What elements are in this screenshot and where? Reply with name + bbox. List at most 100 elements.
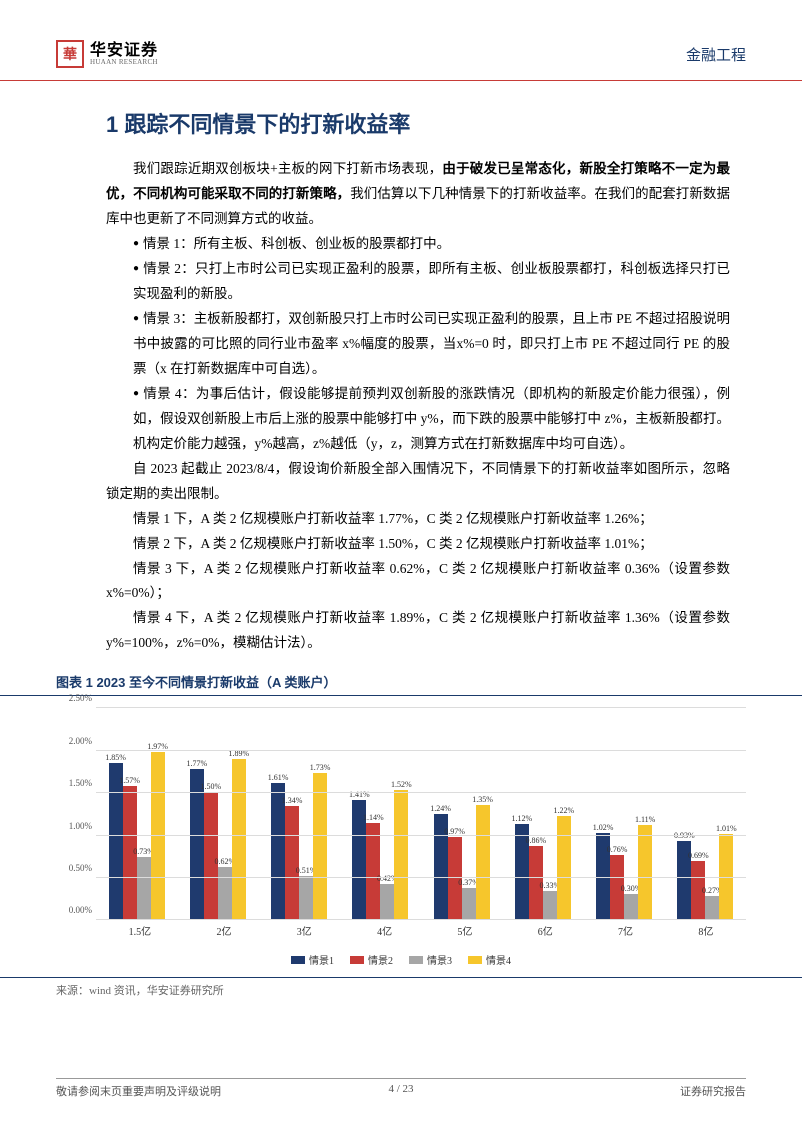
legend-label: 情景2 [368, 952, 393, 967]
gridline [96, 792, 746, 793]
bar: 0.73% [137, 857, 151, 919]
bar-value-label: 1.01% [716, 824, 737, 833]
logo-sub: HUAAN RESEARCH [90, 59, 158, 66]
x-tick-label: 6亿 [538, 923, 553, 938]
bar: 1.35% [476, 805, 490, 919]
y-axis: 0.00%0.50%1.00%1.50%2.00%2.50% [56, 708, 96, 920]
legend-label: 情景4 [486, 952, 511, 967]
x-tick-label: 2亿 [216, 923, 231, 938]
paragraph: 情景 3 下，A 类 2 亿规模账户打新收益率 0.62%，C 类 2 亿规模账… [106, 557, 730, 607]
bullet-2: ●情景 2：只打上市时公司已实现正盈利的股票，即所有主板、创业板股票都打，科创板… [106, 257, 730, 307]
x-tick-label: 3亿 [297, 923, 312, 938]
bullet-icon: ● [133, 238, 139, 249]
bullet-icon: ● [133, 313, 139, 324]
bar: 1.52% [394, 790, 408, 919]
gridline [96, 835, 746, 836]
legend-item: 情景3 [409, 952, 452, 967]
bar: 0.27% [705, 896, 719, 919]
chart-source: 来源：wind 资讯，华安证券研究所 [0, 977, 802, 1000]
gridline [96, 919, 746, 920]
chart-title: 图表 1 2023 至今不同情景打新收益（A 类账户） [0, 666, 802, 696]
bar-value-label: 1.34% [282, 796, 303, 805]
gridline [96, 707, 746, 708]
text-bold: 情景 1：所有主板、科创板、创业板的股票都打中。 [143, 236, 450, 251]
bar-value-label: 0.86% [526, 836, 547, 845]
logo-block: 華 华安证券 HUAAN RESEARCH [56, 40, 158, 68]
content-body: 1 跟踪不同情景下的打新收益率 我们跟踪近期双创板块+主板的网下打新市场表现，由… [0, 81, 802, 666]
y-tick-label: 2.00% [69, 736, 92, 746]
bar-value-label: 0.69% [688, 851, 709, 860]
bar-value-label: 0.76% [607, 845, 628, 854]
text-bold: 情景 4：为事后估计，假设能够提前预判双创新股的涨跌情况（即机构的新股定价能力很… [143, 386, 716, 401]
x-tick-label: 5亿 [457, 923, 472, 938]
bar-value-label: 1.12% [512, 814, 533, 823]
legend-swatch [468, 956, 482, 964]
legend-item: 情景2 [350, 952, 393, 967]
logo-main: 华安证券 [90, 43, 158, 59]
footer-left: 敬请参阅末页重要声明及评级说明 [56, 1083, 221, 1099]
bar: 1.14% [366, 823, 380, 920]
bar-group: 1.77%1.50%0.62%1.89% [190, 759, 246, 919]
paragraph: 情景 4 下，A 类 2 亿规模账户打新收益率 1.89%，C 类 2 亿规模账… [106, 606, 730, 656]
footer-page-number: 4 / 23 [388, 1083, 413, 1095]
paragraph: 情景 1 下，A 类 2 亿规模账户打新收益率 1.77%，C 类 2 亿规模账… [106, 507, 730, 532]
paragraph-intro: 我们跟踪近期双创板块+主板的网下打新市场表现，由于破发已呈常态化，新股全打策略不… [106, 157, 730, 232]
chart-container: 0.00% 0.50% 1.00% 1.50% 2.00% 2.50% 1.85%1.57… [0, 696, 802, 971]
x-tick-label: 1.5亿 [129, 923, 152, 938]
y-tick-label: 1.50% [69, 778, 92, 788]
legend-swatch [291, 956, 305, 964]
bar-value-label: 1.11% [635, 815, 655, 824]
legend-label: 情景3 [427, 952, 452, 967]
bar-value-label: 1.41% [349, 790, 370, 799]
logo-text: 华安证券 HUAAN RESEARCH [90, 43, 158, 66]
y-tick-label: 0.50% [69, 863, 92, 873]
bar: 1.34% [285, 806, 299, 920]
bullet-1: ● 情景 1：所有主板、科创板、创业板的股票都打中。 [106, 232, 730, 257]
y-tick-label: 2.50% [69, 693, 92, 703]
text: 我们跟踪近期双创板块+主板的网下打新市场表现， [133, 161, 442, 176]
bar-group: 1.85%1.57%0.73%1.97% [109, 752, 165, 919]
y-tick-label: 1.00% [69, 821, 92, 831]
bullet-4: ● 情景 4：为事后估计，假设能够提前预判双创新股的涨跌情况（即机构的新股定价能力… [106, 382, 730, 457]
bar: 1.85% [109, 763, 123, 920]
section-title: 1 跟踪不同情景下的打新收益率 [106, 107, 730, 139]
bar: 1.11% [638, 825, 652, 919]
bar: 1.73% [313, 773, 327, 920]
x-axis: 1.5亿 2亿 3亿 4亿 5亿 6亿 7亿 8亿 [96, 923, 746, 938]
legend-swatch [409, 956, 423, 964]
header-category: 金融工程 [686, 44, 746, 65]
bar-value-label: 1.35% [472, 795, 493, 804]
bar: 0.33% [543, 891, 557, 919]
bar: 0.51% [299, 876, 313, 919]
gridline [96, 877, 746, 878]
bar: 1.22% [557, 816, 571, 919]
bar-value-label: 1.85% [105, 753, 126, 762]
logo-icon: 華 [56, 40, 84, 68]
bullet-icon: ● [133, 263, 139, 274]
bullet-icon: ● [133, 388, 139, 399]
legend-item: 情景4 [468, 952, 511, 967]
page-header: 華 华安证券 HUAAN RESEARCH 金融工程 [0, 0, 802, 81]
footer-right: 证券研究报告 [680, 1083, 746, 1099]
x-tick-label: 8亿 [698, 923, 713, 938]
bar-value-label: 1.52% [391, 780, 412, 789]
bar-value-label: 1.14% [363, 813, 384, 822]
plot-area: 1.85%1.57%0.73%1.97% 1.77%1.50%0.62%1.89%… [96, 708, 746, 920]
bar-value-label: 1.02% [593, 823, 614, 832]
bar-value-label: 1.77% [187, 759, 208, 768]
bar: 0.30% [624, 894, 638, 919]
x-tick-label: 4亿 [377, 923, 392, 938]
legend-swatch [350, 956, 364, 964]
bar-group: 1.41%1.14%0.42%1.52% [352, 790, 408, 919]
bar-group: 1.12% 0.86% 0.33%1.22% [515, 816, 571, 919]
legend-item: 情景1 [291, 952, 334, 967]
page-footer: 敬请参阅末页重要声明及评级说明 4 / 23 证券研究报告 [56, 1078, 746, 1099]
gridline [96, 750, 746, 751]
bar: 1.89% [232, 759, 246, 919]
bar: 0.37% [462, 888, 476, 919]
bar-value-label: 1.61% [268, 773, 289, 782]
bar: 0.42% [380, 884, 394, 920]
x-tick-label: 7亿 [618, 923, 633, 938]
bullet-3: ●情景 3：主板新股都打，双创新股只打上市时公司已实现正盈利的股票，且上市 PE… [106, 307, 730, 382]
y-tick-label: 0.00% [69, 905, 92, 915]
